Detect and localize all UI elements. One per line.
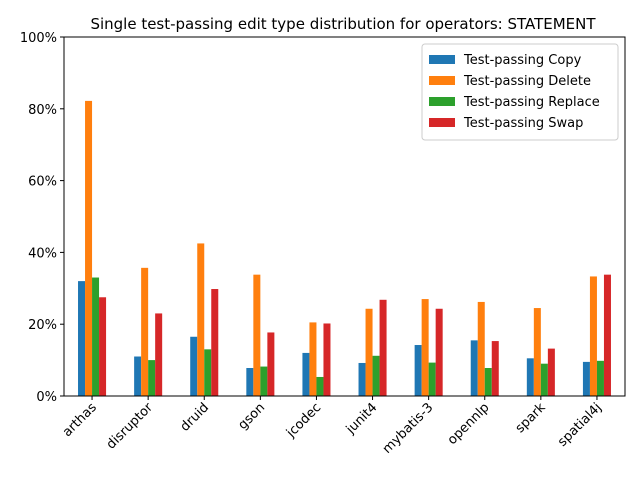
bar-test-passing-delete-junit4: [365, 308, 373, 396]
bar-test-passing-delete-opennlp: [477, 301, 485, 396]
bar-test-passing-delete-spark: [533, 308, 541, 396]
legend-label: Test-passing Delete: [463, 74, 591, 89]
bar-test-passing-swap-disruptor: [155, 313, 163, 396]
bar-test-passing-copy-opennlp: [470, 340, 478, 396]
bar-test-passing-copy-gson: [246, 368, 254, 396]
y-tick-label: 80%: [28, 103, 57, 118]
bar-test-passing-delete-gson: [253, 274, 261, 396]
y-tick-label: 0%: [36, 390, 57, 405]
bar-test-passing-swap-gson: [267, 332, 275, 396]
bars-group: [78, 100, 611, 397]
legend-swatch: [429, 76, 455, 85]
bar-test-passing-replace-disruptor: [148, 360, 156, 396]
legend-label: Test-passing Replace: [463, 95, 600, 110]
bar-test-passing-delete-disruptor: [141, 267, 149, 396]
y-tick-label: 100%: [20, 31, 57, 46]
legend-box: [421, 43, 619, 141]
bar-test-passing-delete-jcodec: [309, 322, 317, 396]
bar-test-passing-copy-disruptor: [134, 356, 142, 396]
bar-test-passing-swap-druid: [211, 289, 219, 396]
chart-title: Single test-passing edit type distributi…: [90, 15, 596, 33]
bar-test-passing-replace-druid: [204, 349, 212, 396]
bar-test-passing-copy-junit4: [358, 362, 366, 396]
bar-test-passing-copy-spark: [526, 358, 534, 396]
y-tick-label: 20%: [28, 318, 57, 333]
bar-test-passing-swap-opennlp: [491, 341, 499, 396]
bar-test-passing-swap-junit4: [379, 299, 387, 396]
bar-test-passing-swap-jcodec: [323, 323, 331, 396]
bar-test-passing-copy-jcodec: [302, 352, 310, 396]
legend-swatch: [429, 118, 455, 127]
bar-test-passing-delete-mybatis-3: [421, 299, 429, 396]
bar-test-passing-copy-mybatis-3: [414, 345, 422, 396]
bar-test-passing-copy-arthas: [78, 281, 86, 396]
bar-test-passing-replace-jcodec: [316, 376, 324, 396]
legend-swatch: [429, 55, 455, 64]
y-tick-label: 60%: [28, 175, 57, 190]
legend: Test-passing Copy Test-passing Delete Test…: [421, 43, 619, 141]
bar-test-passing-swap-spark: [547, 348, 555, 396]
bar-test-passing-delete-arthas: [85, 100, 93, 397]
bar-test-passing-copy-druid: [190, 336, 198, 396]
bar-test-passing-replace-gson: [260, 366, 268, 396]
bar-test-passing-delete-spatial4j: [589, 276, 597, 396]
bar-test-passing-delete-druid: [197, 243, 205, 396]
legend-label: Test-passing Swap: [463, 116, 583, 131]
bar-test-passing-copy-spatial4j: [582, 361, 590, 396]
bar-test-passing-replace-junit4: [372, 355, 380, 396]
bar-test-passing-replace-opennlp: [484, 368, 492, 396]
bar-test-passing-replace-arthas: [92, 277, 100, 396]
bar-test-passing-swap-spatial4j: [603, 274, 611, 396]
bar-test-passing-swap-arthas: [99, 297, 107, 396]
bar-test-passing-replace-mybatis-3: [428, 362, 436, 396]
bar-test-passing-replace-spark: [540, 363, 548, 396]
legend-label: Test-passing Copy: [463, 53, 582, 68]
y-tick-label: 40%: [28, 246, 57, 261]
bar-test-passing-replace-spatial4j: [596, 360, 604, 396]
legend-swatch: [429, 97, 455, 106]
bar-test-passing-swap-mybatis-3: [435, 308, 443, 396]
plot-frame: [63, 36, 626, 397]
